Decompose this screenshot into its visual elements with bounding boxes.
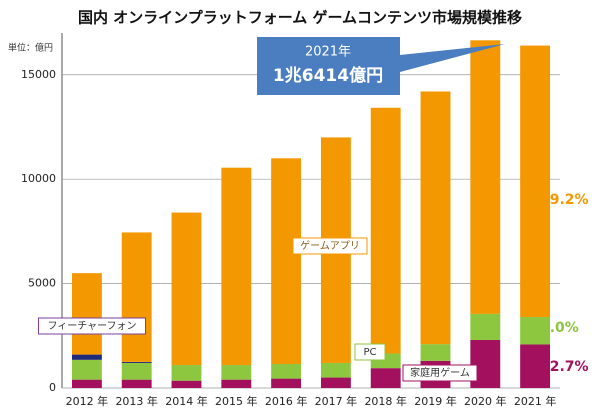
bar-segment: [420, 91, 451, 345]
bar-segment: [221, 167, 252, 366]
share-label: 79.2%: [540, 192, 589, 208]
y-tick-label: 15000: [21, 68, 56, 81]
x-tick-label: 2017 年: [315, 394, 358, 408]
bar-segment: [271, 363, 302, 379]
unit-label: 単位：億円: [8, 42, 53, 54]
series-label-box: [292, 237, 368, 255]
x-tick-label: 2019 年: [414, 394, 457, 408]
x-tick-label: 2015 年: [215, 394, 258, 408]
bar-segment: [71, 359, 102, 380]
bar-segment: [71, 273, 102, 355]
bar-segment: [370, 107, 401, 354]
bar-segment: [320, 362, 351, 378]
x-tick-label: 2020 年: [464, 394, 507, 408]
bar-segment: [271, 158, 302, 364]
bar-segment: [320, 377, 351, 388]
bar-segment: [221, 365, 252, 380]
x-tick-label: 2021 年: [514, 394, 557, 408]
series-label: フィーチャーフォン: [47, 320, 136, 332]
callout-year: 2021年: [305, 45, 351, 60]
bar-segment: [221, 379, 252, 388]
series-label: PC: [363, 347, 376, 358]
series-label-box: [354, 343, 386, 361]
bar-segment: [71, 379, 102, 388]
x-tick-label: 2016 年: [265, 394, 308, 408]
x-tick-label: 2013 年: [115, 394, 158, 408]
callout-total: 1兆6414億円: [273, 65, 383, 86]
bar-segment: [370, 368, 401, 388]
series-label-box: [402, 364, 478, 382]
bar-segment: [121, 379, 152, 388]
share-label: 12.7%: [540, 359, 589, 375]
callout: 2021年 1兆6414億円: [257, 37, 505, 95]
share-label: 8.0%: [540, 320, 579, 336]
bar-segment: [171, 380, 202, 388]
bar-segment: [420, 344, 451, 361]
bar-segment: [470, 313, 501, 340]
bar-segment: [71, 354, 102, 360]
x-tick-label: 2014 年: [165, 394, 208, 408]
bar-segment: [121, 362, 152, 380]
bar-segment: [520, 344, 551, 388]
bar-segment: [520, 45, 551, 318]
bar-segment: [171, 365, 202, 381]
x-tick-label: 2018 年: [364, 394, 407, 408]
callout-box: [257, 37, 505, 95]
series-label: 家庭用ゲーム: [410, 366, 470, 379]
bar-segment: [121, 361, 152, 363]
chart-title: 国内 オンラインプラットフォーム ゲームコンテンツ市場規模推移: [78, 9, 522, 27]
bar-segment: [470, 40, 501, 314]
series-label: ゲームアプリ: [300, 240, 360, 252]
y-tick-label: 10000: [21, 172, 56, 185]
bar-segment: [271, 378, 302, 388]
y-tick-label: 0: [49, 381, 56, 394]
bar-segment: [520, 317, 551, 345]
x-tick-label: 2012 年: [66, 394, 109, 408]
y-tick-label: 5000: [28, 277, 56, 290]
bar-segment: [121, 232, 152, 362]
bar-segment: [171, 212, 202, 366]
series-label-box: [38, 317, 146, 335]
